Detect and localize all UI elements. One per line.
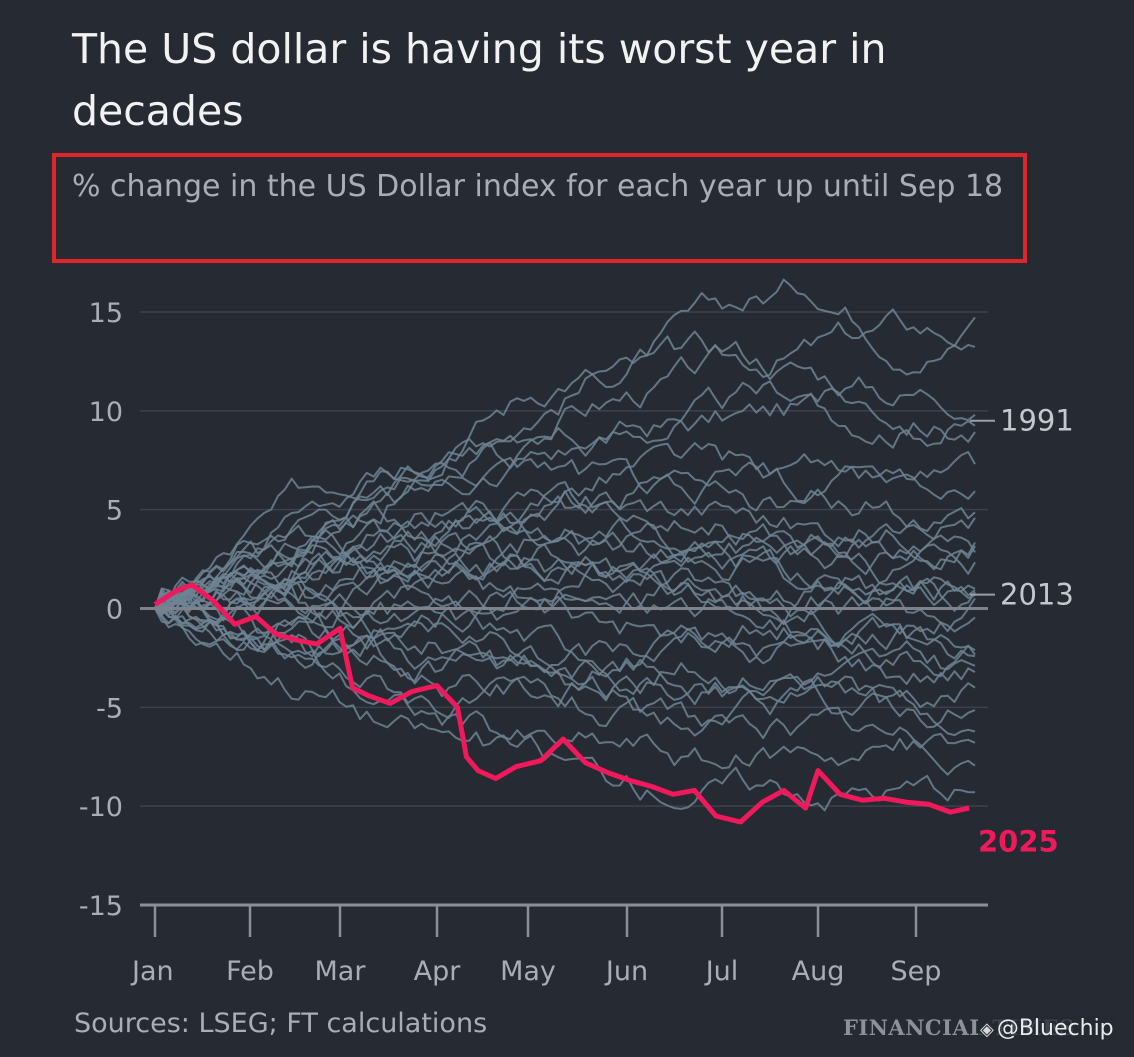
history-line — [154, 380, 976, 610]
x-tick-label: Apr — [414, 956, 462, 987]
history-line — [154, 392, 976, 609]
subtitle-highlight-box — [52, 153, 1027, 263]
history-line — [154, 453, 976, 614]
y-tick-label: -15 — [79, 891, 123, 922]
source-note: Sources: LSEG; FT calculations — [74, 1008, 488, 1039]
y-tick-label: 5 — [106, 496, 123, 527]
history-line — [154, 607, 976, 729]
y-tick-label: -5 — [96, 693, 123, 724]
y-tick-label: 0 — [106, 595, 123, 626]
x-tick-label: Mar — [315, 956, 367, 987]
history-line — [154, 541, 976, 629]
series-label-1991: 1991 — [1000, 404, 1074, 438]
history-line — [154, 545, 976, 658]
x-tick-label: Sep — [891, 956, 942, 987]
history-line — [154, 278, 976, 615]
x-tick-label: Aug — [792, 956, 845, 987]
y-tick-label: 15 — [89, 298, 123, 329]
history-line — [154, 602, 976, 696]
history-line — [154, 481, 976, 613]
x-tick-label: Jan — [130, 956, 174, 987]
chart-title: The US dollar is having its worst year i… — [72, 25, 887, 135]
y-tick-label: 10 — [89, 397, 123, 428]
history-line — [154, 490, 976, 609]
watermark-text: @Bluechip — [996, 1016, 1114, 1041]
history-line — [154, 607, 976, 776]
y-tick-label: -10 — [79, 792, 123, 823]
diamond-icon: ◈ — [980, 1019, 994, 1040]
series-label-2013: 2013 — [1000, 578, 1074, 612]
series-label-2025: 2025 — [978, 825, 1059, 859]
history-line — [154, 530, 976, 660]
history-line — [154, 308, 976, 610]
history-line — [154, 584, 976, 641]
history-line — [154, 522, 976, 610]
history-line — [154, 500, 976, 649]
history-line — [154, 552, 976, 685]
chart-subtitle: % change in the US Dollar index for each… — [72, 169, 1004, 204]
history-line — [154, 605, 976, 678]
watermark: ◈ @Bluechip — [978, 1016, 1116, 1041]
history-line — [154, 441, 976, 610]
history-line — [154, 531, 976, 614]
x-tick-label: Feb — [226, 956, 274, 987]
highlight-line-2025 — [153, 582, 970, 825]
history-line — [154, 330, 976, 614]
x-tick-label: May — [500, 956, 556, 987]
x-tick-label: Jul — [704, 956, 739, 987]
x-tick-label: Jun — [604, 956, 648, 987]
